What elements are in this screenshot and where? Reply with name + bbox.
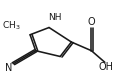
Text: OH: OH [98,62,112,72]
Text: N: N [5,63,12,73]
Text: CH$_3$: CH$_3$ [2,20,20,32]
Text: NH: NH [47,13,61,22]
Text: O: O [87,17,94,27]
